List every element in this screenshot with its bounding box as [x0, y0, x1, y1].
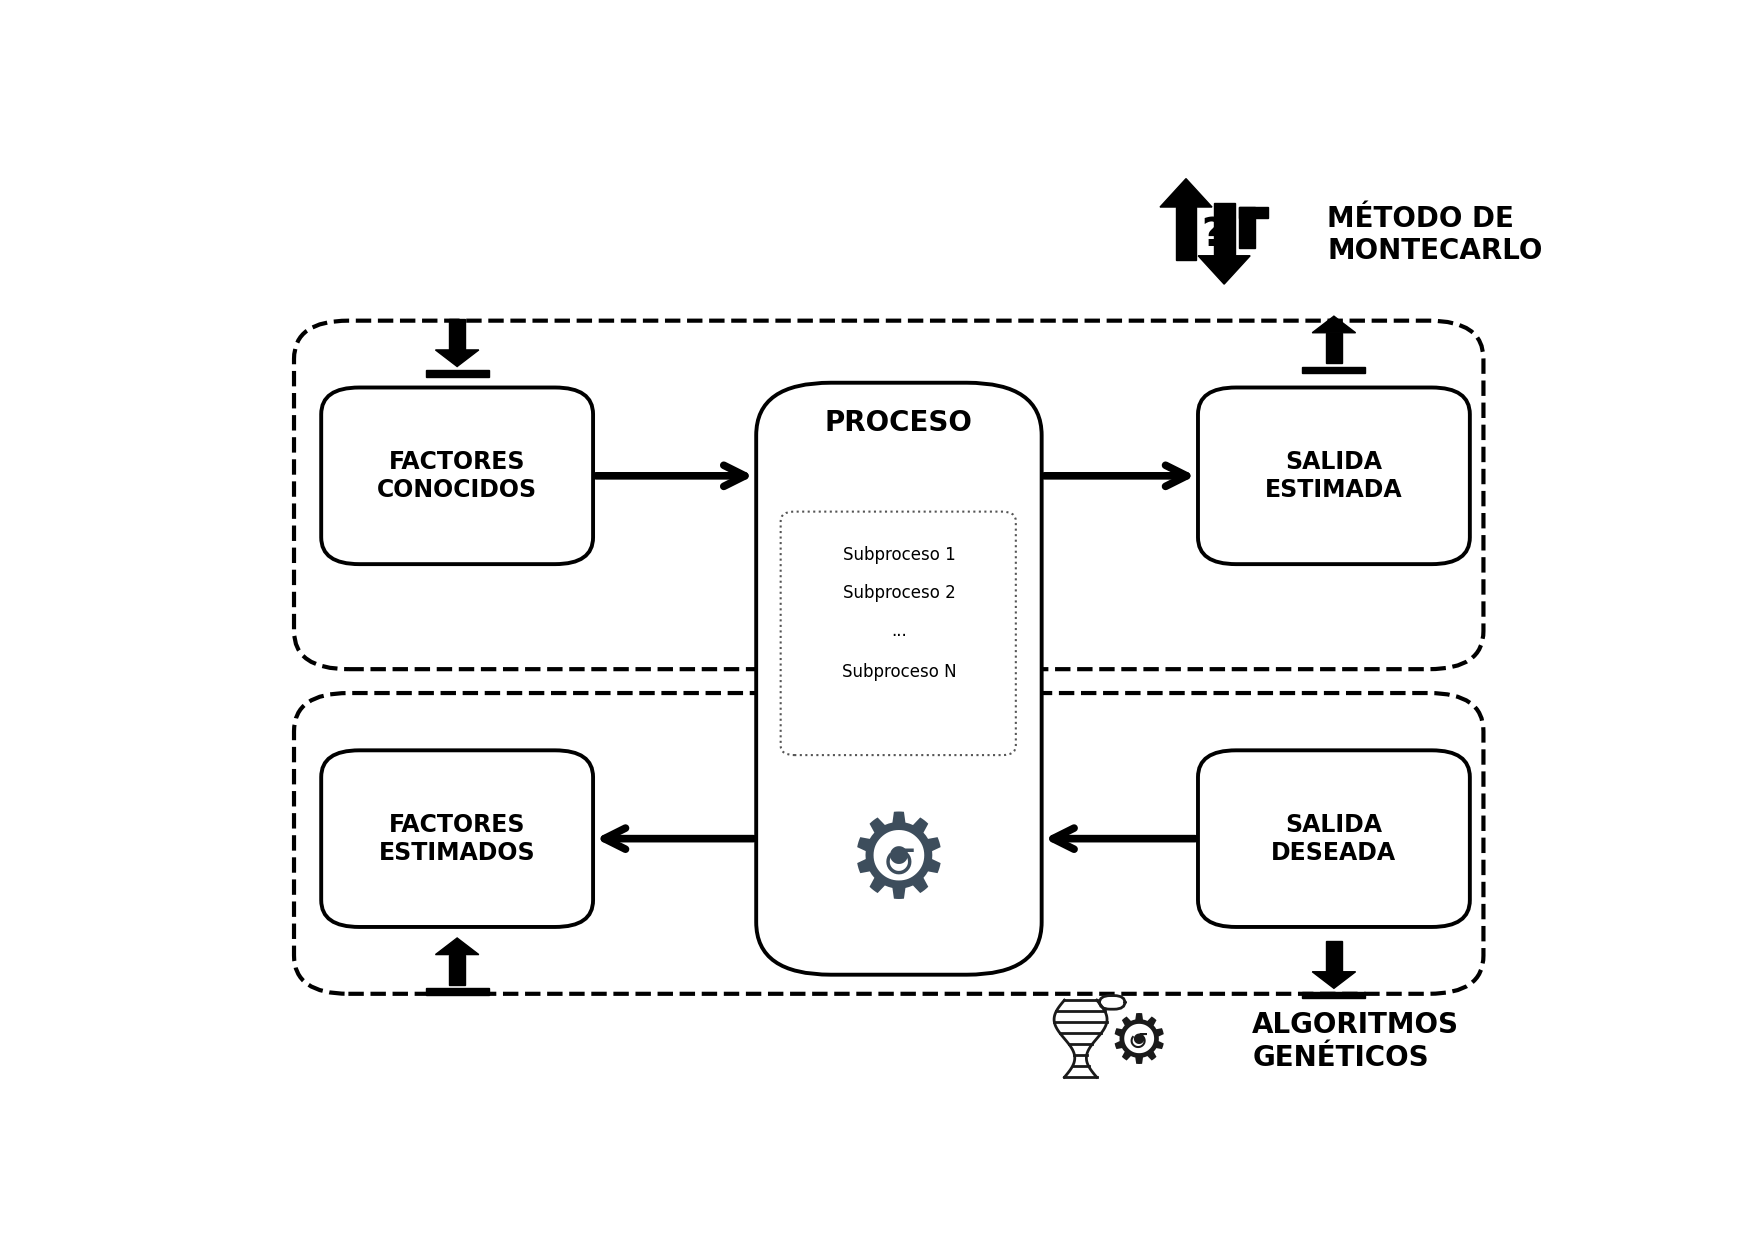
- Text: ...: ...: [891, 622, 907, 640]
- Bar: [426, 370, 489, 377]
- Polygon shape: [435, 350, 479, 367]
- Text: Subproceso 2: Subproceso 2: [842, 584, 956, 601]
- FancyBboxPatch shape: [756, 383, 1042, 975]
- Text: SALIDA
DESEADA: SALIDA DESEADA: [1272, 812, 1396, 864]
- Text: ?: ?: [1201, 217, 1224, 254]
- Polygon shape: [435, 937, 479, 955]
- Polygon shape: [1159, 179, 1212, 207]
- Bar: [1238, 207, 1256, 248]
- Text: SALIDA
ESTIMADA: SALIDA ESTIMADA: [1265, 450, 1403, 502]
- Text: MÉTODO DE
MONTECARLO: MÉTODO DE MONTECARLO: [1328, 205, 1542, 265]
- Polygon shape: [1312, 316, 1356, 332]
- Text: ⚙: ⚙: [845, 807, 952, 923]
- Bar: [1214, 203, 1235, 255]
- Bar: [449, 955, 465, 985]
- Text: ↺: ↺: [882, 844, 916, 885]
- Polygon shape: [1312, 972, 1356, 988]
- Text: ALGORITMOS
GENÉTICOS: ALGORITMOS GENÉTICOS: [1252, 1012, 1459, 1071]
- Bar: [1238, 207, 1268, 218]
- Bar: [449, 320, 465, 350]
- FancyBboxPatch shape: [1198, 750, 1470, 928]
- Bar: [426, 988, 489, 994]
- Text: PROCESO: PROCESO: [824, 409, 973, 436]
- Text: ↺: ↺: [1128, 1032, 1149, 1055]
- FancyBboxPatch shape: [321, 750, 593, 928]
- Bar: [1175, 207, 1196, 260]
- Text: FACTORES
ESTIMADOS: FACTORES ESTIMADOS: [379, 812, 535, 864]
- Text: Subproceso N: Subproceso N: [842, 663, 956, 681]
- Text: ⚙: ⚙: [1107, 1009, 1170, 1076]
- Bar: [1326, 941, 1342, 972]
- Text: FACTORES
CONOCIDOS: FACTORES CONOCIDOS: [377, 450, 537, 502]
- FancyBboxPatch shape: [321, 387, 593, 564]
- Bar: [1326, 332, 1342, 363]
- Text: Subproceso 1: Subproceso 1: [842, 546, 956, 564]
- Bar: [1303, 367, 1365, 373]
- FancyBboxPatch shape: [1198, 387, 1470, 564]
- Bar: [1303, 992, 1365, 998]
- Polygon shape: [1198, 255, 1251, 284]
